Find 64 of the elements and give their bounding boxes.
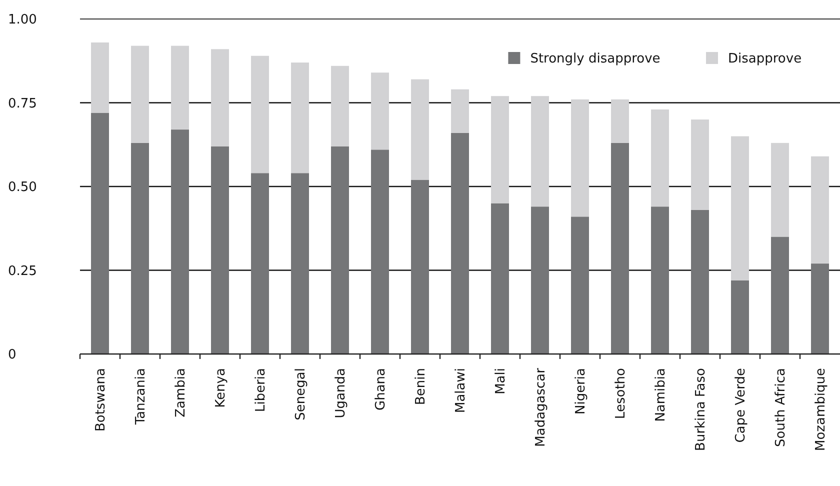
x-tick-label: Mozambique bbox=[814, 368, 829, 451]
x-tick-label: Tanzania bbox=[134, 368, 149, 426]
bar bbox=[331, 146, 349, 354]
bar bbox=[91, 112, 109, 354]
bar bbox=[531, 96, 549, 207]
bar bbox=[251, 173, 269, 354]
bar bbox=[691, 210, 709, 354]
bar bbox=[411, 79, 429, 180]
bar bbox=[451, 132, 469, 354]
bar bbox=[651, 109, 669, 207]
x-tick-label: Botswana bbox=[94, 368, 109, 432]
bar bbox=[611, 99, 629, 143]
bar bbox=[731, 136, 749, 280]
bar bbox=[811, 156, 829, 264]
bar bbox=[651, 206, 669, 354]
y-tick-label: 0.25 bbox=[8, 264, 37, 279]
bar bbox=[411, 180, 429, 354]
bar bbox=[771, 142, 789, 237]
bar bbox=[531, 206, 549, 354]
y-tick-label: 1.00 bbox=[8, 12, 37, 28]
bar bbox=[211, 49, 229, 146]
bar bbox=[371, 150, 389, 354]
x-tick-label: Ghana bbox=[374, 368, 389, 410]
y-tick-label: 0.50 bbox=[8, 180, 37, 196]
bar bbox=[451, 89, 469, 133]
bar bbox=[571, 99, 589, 217]
bar bbox=[251, 56, 269, 174]
bar bbox=[611, 142, 629, 354]
bar bbox=[211, 146, 229, 354]
x-tick-label: Nigeria bbox=[574, 368, 589, 415]
bar bbox=[131, 142, 149, 354]
bar bbox=[731, 280, 749, 354]
bar bbox=[491, 96, 509, 204]
bar bbox=[171, 46, 189, 130]
x-tick-label: South Africa bbox=[774, 368, 789, 447]
x-tick-label: Cape Verde bbox=[734, 368, 749, 443]
bar bbox=[291, 173, 309, 354]
x-tick-label: Zambia bbox=[174, 368, 189, 418]
bar bbox=[371, 72, 389, 150]
bar bbox=[691, 120, 709, 210]
x-tick-label: Senegal bbox=[294, 368, 309, 420]
legend-label: Strongly disapprove bbox=[530, 52, 660, 67]
x-tick-label: Liberia bbox=[254, 368, 269, 412]
bar bbox=[291, 62, 309, 174]
bar bbox=[571, 216, 589, 354]
bar bbox=[811, 264, 829, 354]
x-tick-label: Madagascar bbox=[534, 367, 549, 447]
bar bbox=[771, 236, 789, 354]
bar bbox=[91, 42, 109, 113]
x-tick-label: Uganda bbox=[334, 368, 349, 418]
y-tick-label: 0.75 bbox=[8, 96, 37, 112]
x-tick-label: Kenya bbox=[214, 368, 229, 408]
x-tick-label: Namibia bbox=[654, 368, 669, 422]
x-tick-label: Malawi bbox=[454, 368, 469, 414]
legend-label: Disapprove bbox=[728, 52, 802, 67]
bar bbox=[131, 46, 149, 143]
x-tick-label: Lesotho bbox=[614, 368, 629, 420]
y-tick-label: 0 bbox=[8, 348, 16, 363]
x-tick-label: Benin bbox=[414, 368, 429, 406]
x-tick-label: Burkina Faso bbox=[694, 368, 709, 451]
bar bbox=[171, 130, 189, 354]
bar bbox=[491, 203, 509, 354]
x-tick-label: Mali bbox=[494, 368, 509, 394]
bar bbox=[331, 66, 349, 146]
